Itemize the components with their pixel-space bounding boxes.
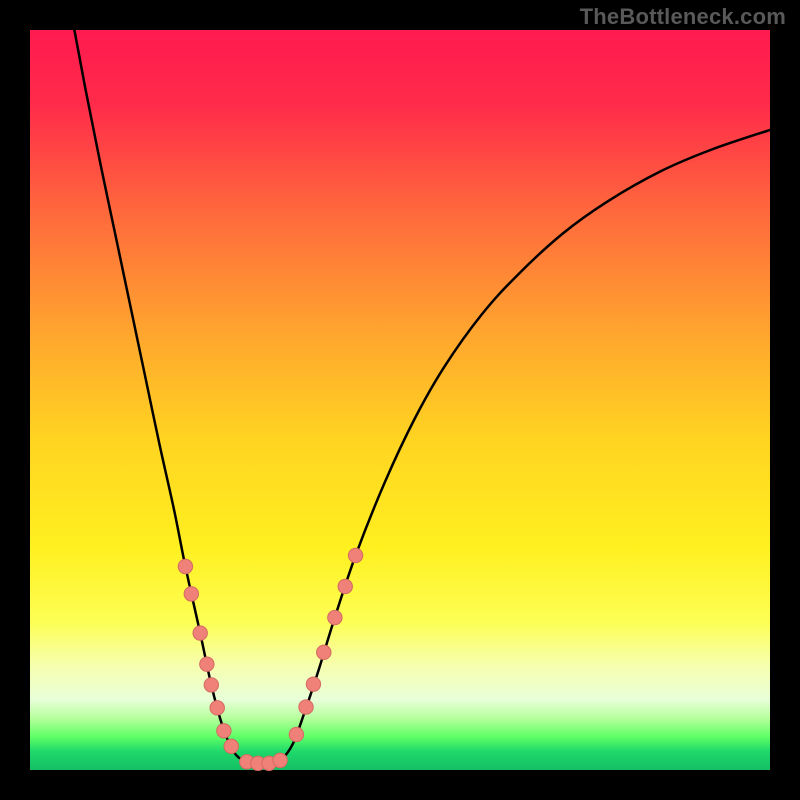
data-marker [338, 579, 352, 593]
data-marker [210, 701, 224, 715]
data-marker [299, 700, 313, 714]
data-marker [348, 548, 362, 562]
data-marker [328, 610, 342, 624]
data-marker [178, 559, 192, 573]
plot-background [30, 30, 770, 770]
data-marker [204, 678, 218, 692]
data-marker [193, 626, 207, 640]
chart-frame: TheBottleneck.com [0, 0, 800, 800]
bottleneck-chart [0, 0, 800, 800]
data-marker [200, 657, 214, 671]
data-marker [289, 727, 303, 741]
watermark-text: TheBottleneck.com [580, 4, 786, 30]
data-marker [306, 677, 320, 691]
data-marker [224, 739, 238, 753]
data-marker [217, 724, 231, 738]
data-marker [184, 587, 198, 601]
data-marker [273, 753, 287, 767]
data-marker [317, 645, 331, 659]
